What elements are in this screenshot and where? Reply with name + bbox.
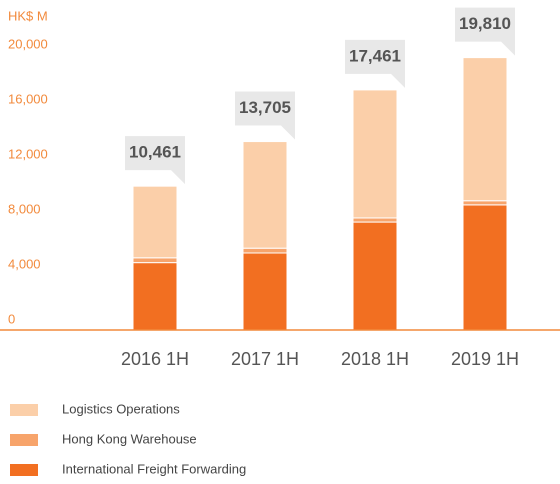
- bar-segment: [132, 257, 178, 264]
- bar-segment: [352, 221, 398, 331]
- bar-segment: [462, 57, 508, 202]
- y-tick-label: 8,000: [8, 201, 41, 216]
- bar-segment: [462, 200, 508, 206]
- legend-swatch: [10, 434, 38, 446]
- y-tick-label: 12,000: [8, 146, 48, 161]
- total-label-box: [125, 136, 185, 185]
- legend-swatch: [10, 404, 38, 416]
- total-label-box: [455, 7, 515, 56]
- legend-label: Logistics Operations: [62, 401, 180, 416]
- x-tick-label: 2017 1H: [231, 349, 299, 369]
- total-label: 17,461: [349, 46, 401, 65]
- bar-segment: [242, 247, 288, 254]
- y-tick-label: 16,000: [8, 91, 48, 106]
- bar-segment: [462, 204, 508, 331]
- legend-label: Hong Kong Warehouse: [62, 431, 197, 446]
- total-label-box: [235, 91, 295, 140]
- legend-label: International Freight Forwarding: [62, 461, 246, 476]
- y-axis-unit: HK$ M: [8, 8, 48, 23]
- x-tick-label: 2016 1H: [121, 349, 189, 369]
- x-tick-label: 2019 1H: [451, 349, 519, 369]
- y-tick-label: 0: [8, 311, 15, 326]
- bar-segment: [242, 252, 288, 331]
- y-tick-label: 4,000: [8, 256, 41, 271]
- total-label-box: [345, 39, 405, 88]
- total-label: 10,461: [129, 143, 181, 162]
- legend-swatch: [10, 464, 38, 476]
- bar-segment: [132, 185, 178, 259]
- y-tick-label: 20,000: [8, 36, 48, 51]
- bar-segment: [242, 141, 288, 249]
- total-label: 19,810: [459, 14, 511, 33]
- x-tick-label: 2018 1H: [341, 349, 409, 369]
- bar-segment: [352, 89, 398, 219]
- bar-segment: [352, 217, 398, 223]
- total-label: 13,705: [239, 98, 291, 117]
- bar-segment: [132, 262, 178, 331]
